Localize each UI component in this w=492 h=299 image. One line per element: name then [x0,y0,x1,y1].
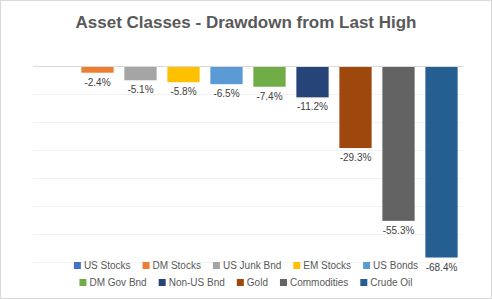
grid-line [33,66,463,67]
bar [253,66,285,87]
legend-label: DM Stocks [153,260,201,271]
legend-swatch [280,279,287,286]
data-label: -11.2% [297,101,328,112]
legend-label: US Bonds [373,260,418,271]
legend: US Stocks DM Stocks US Junk Bnd EM Stocks US… [74,260,418,288]
bar [425,66,457,258]
legend-label: Gold [247,277,268,288]
legend-label: Non-US Bnd [169,277,225,288]
bar [296,66,328,97]
data-label: -5.8% [170,86,196,97]
legend-item: US Bonds [363,260,418,271]
bars [38,66,457,258]
data-label: -68.4% [426,262,458,273]
title: Asset Classes - Drawdown from Last High [75,13,416,32]
chart: Asset Classes - Drawdown from Last High -… [0,0,492,299]
legend-label: US Stocks [84,260,131,271]
legend-item: US Stocks [74,260,131,271]
legend-swatch [74,262,81,269]
bar [81,66,113,73]
legend-item: US Junk Bnd [213,260,281,271]
chart-frame [1,1,492,299]
legend-swatch [213,262,220,269]
bar [210,66,242,84]
legend-label: Crude Oil [370,277,412,288]
bar [382,66,414,221]
data-label: -7.4% [256,91,282,102]
legend-swatch [143,262,150,269]
data-labels: -2.4% -5.1% -5.8% -6.5% -7.4% -11.2% -29.3% -55… [84,77,457,273]
legend-label: US Junk Bnd [223,260,281,271]
x-axis [34,66,464,68]
data-label: -5.1% [127,84,153,95]
legend-item: Non-US Bnd [159,277,225,288]
legend-item: Commodities [280,277,348,288]
legend-item: Crude Oil [360,277,412,288]
legend-swatch [293,262,300,269]
legend-swatch [159,279,166,286]
legend-item: Gold [237,277,268,288]
bar [167,66,199,82]
x-axis-line [34,66,464,67]
legend-item: EM Stocks [293,260,351,271]
legend-swatch [360,279,367,286]
y-grid [33,67,463,263]
data-label: -55.3% [383,225,415,236]
y-tick [33,66,463,67]
legend-label: EM Stocks [303,260,351,271]
legend-swatch [79,279,86,286]
legend-swatch [237,279,244,286]
legend-item: DM Stocks [143,260,201,271]
bar [339,66,371,148]
legend-label: Commodities [290,277,348,288]
legend-item: DM Gov Bnd [79,277,146,288]
legend-label: DM Gov Bnd [89,277,146,288]
bar [124,66,156,80]
data-label: -29.3% [340,152,372,163]
legend-swatch [363,262,370,269]
data-label: -6.5% [213,88,239,99]
data-label: -2.4% [84,77,110,88]
